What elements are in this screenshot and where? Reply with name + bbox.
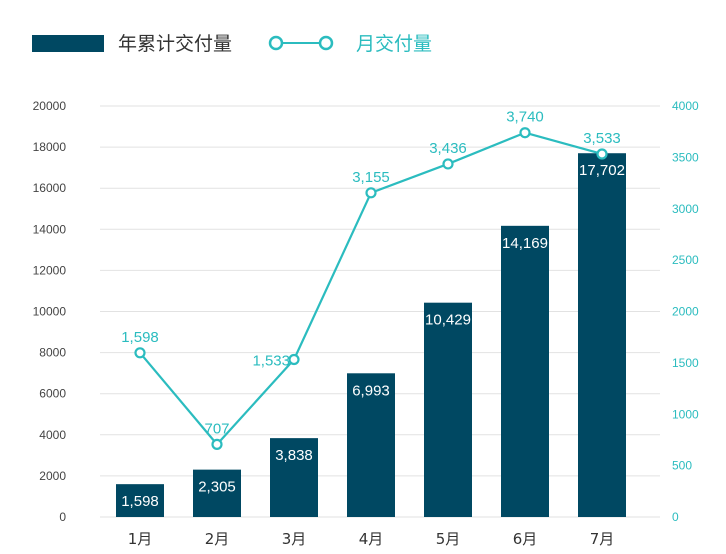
line-point: [211, 438, 223, 450]
x-tick-label: 4月: [359, 530, 384, 548]
bar: [116, 484, 164, 517]
y-tick-right: 0: [672, 510, 679, 524]
x-tick-label: 1月: [128, 530, 153, 548]
bar-data-label: 3,838: [275, 447, 313, 464]
line-point: [596, 148, 608, 160]
line-point: [442, 158, 454, 170]
y-tick-right: 4000: [672, 99, 699, 113]
bar-data-label: 14,169: [502, 235, 548, 252]
line-data-label: 1,598: [121, 329, 159, 346]
line-data-label: 3,436: [429, 140, 467, 157]
line-point: [134, 347, 146, 359]
bar-data-label: 1,598: [121, 493, 159, 510]
bar: [424, 302, 472, 517]
y-tick-right: 500: [672, 459, 692, 473]
legend: 年累计交付量 月交付量: [32, 33, 432, 55]
x-tick-label: 3月: [282, 530, 307, 548]
legend-bar-label: 年累计交付量: [118, 33, 232, 55]
y-tick-left: 10000: [33, 305, 67, 319]
bar: [501, 225, 549, 517]
y-tick-left: 0: [59, 510, 66, 524]
y-tick-right: 3000: [672, 202, 699, 216]
y-tick-left: 4000: [39, 428, 66, 442]
x-tick-label: 2月: [205, 530, 230, 548]
y-tick-left: 2000: [39, 469, 66, 483]
legend-bar-swatch: [32, 35, 104, 52]
y-tick-left: 18000: [33, 140, 67, 154]
left-y-axis: 0 2000 4000 6000 8000 10000 12000 14000 16000 180…: [33, 99, 67, 524]
bar: [578, 153, 626, 517]
y-tick-left: 16000: [33, 181, 67, 195]
line-data-label: 707: [204, 420, 229, 437]
line-point: [288, 353, 300, 366]
x-tick-label: 6月: [513, 530, 538, 548]
line-data-label: 3,155: [352, 169, 390, 186]
bar: [347, 373, 395, 517]
y-tick-right: 2000: [672, 305, 699, 319]
y-tick-left: 14000: [33, 222, 67, 236]
bar: [270, 438, 318, 517]
y-tick-left: 6000: [39, 387, 66, 401]
bar-data-label: 6,993: [352, 382, 390, 399]
line-data-label: 3,740: [506, 109, 544, 126]
line-series: 1,598 707 1,533 3,155 3,436 3,740 3,533: [121, 109, 621, 450]
line-data-label: 1,533: [252, 352, 290, 369]
y-tick-right: 1500: [672, 356, 699, 370]
y-tick-right: 3500: [672, 150, 699, 164]
bar-series: 1,598 2,305 3,838 6,993 10,429 14,169 17,702: [116, 153, 626, 517]
legend-line-label: 月交付量: [356, 33, 432, 55]
legend-line-marker-icon: [268, 35, 284, 51]
line-point: [519, 127, 531, 139]
bar-data-label: 2,305: [198, 479, 236, 496]
bar-data-label: 10,429: [425, 312, 471, 329]
x-axis: 1月 2月 3月 4月 5月 6月 7月: [128, 530, 615, 548]
y-tick-left: 8000: [39, 346, 66, 360]
y-tick-right: 1000: [672, 407, 699, 421]
line-point: [365, 187, 377, 199]
line-data-label: 3,533: [583, 130, 621, 147]
y-tick-left: 20000: [33, 99, 67, 113]
bar: [193, 469, 241, 517]
legend-line-marker-icon: [318, 35, 334, 51]
x-tick-label: 5月: [436, 530, 461, 548]
bar-data-label: 17,702: [579, 162, 625, 179]
y-tick-left: 12000: [33, 263, 67, 277]
y-tick-right: 2500: [672, 253, 699, 267]
right-y-axis: 0 500 1000 1500 2000 2500 3000 3500 4000: [672, 99, 699, 524]
x-tick-label: 7月: [590, 530, 615, 548]
